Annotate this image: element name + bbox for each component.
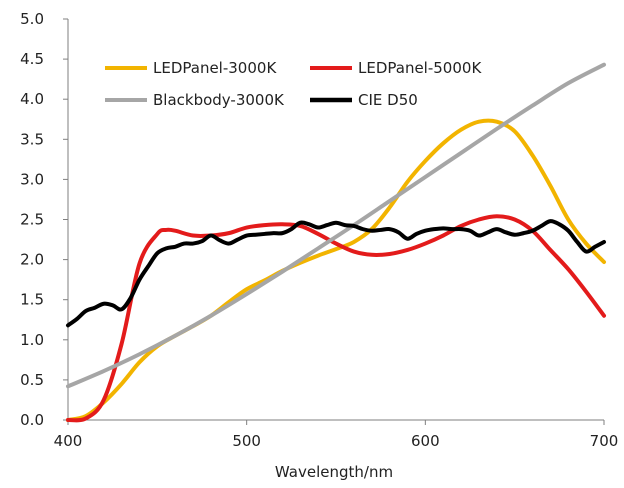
x-tick-label: 600 <box>411 432 440 450</box>
y-tick-label: 3.5 <box>20 130 44 148</box>
y-tick-label: 3.0 <box>20 170 44 188</box>
y-tick-label: 1.0 <box>20 331 44 349</box>
y-tick-label: 0.0 <box>20 411 44 429</box>
y-tick-label: 2.0 <box>20 251 44 269</box>
y-tick-label: 0.5 <box>20 371 44 389</box>
x-tick-label: 700 <box>590 432 619 450</box>
ledpanel-3000k-line <box>66 118 606 422</box>
series-lines <box>66 62 606 423</box>
cie-d50-line <box>66 219 606 328</box>
blackbody-3000k-line <box>66 62 606 389</box>
legend-label-ledpanel-5000k: LEDPanel-5000K <box>358 59 482 77</box>
x-tick-label: 500 <box>232 432 261 450</box>
legend: LEDPanel-3000K LEDPanel-5000K Blackbody-30… <box>105 59 482 109</box>
legend-label-cie-d50: CIE D50 <box>358 91 418 109</box>
x-tick-label: 400 <box>54 432 83 450</box>
y-tick-label: 4.0 <box>20 90 44 108</box>
legend-label-blackbody-3000k: Blackbody-3000K <box>153 91 285 109</box>
y-tick-label: 2.5 <box>20 211 44 229</box>
ledpanel-5000k-line <box>66 214 606 423</box>
legend-label-ledpanel-3000k: LEDPanel-3000K <box>153 59 277 77</box>
y-axis: 0.0 0.5 1.0 1.5 2.0 2.5 3.0 3.5 4.0 4.5 5.0 <box>20 10 69 429</box>
y-tick-label: 5.0 <box>20 10 44 28</box>
y-tick-label: 4.5 <box>20 50 44 68</box>
x-axis-title: Wavelength/nm <box>275 463 393 481</box>
y-tick-label: 1.5 <box>20 291 44 309</box>
x-axis: 400 500 600 700 <box>54 419 619 450</box>
